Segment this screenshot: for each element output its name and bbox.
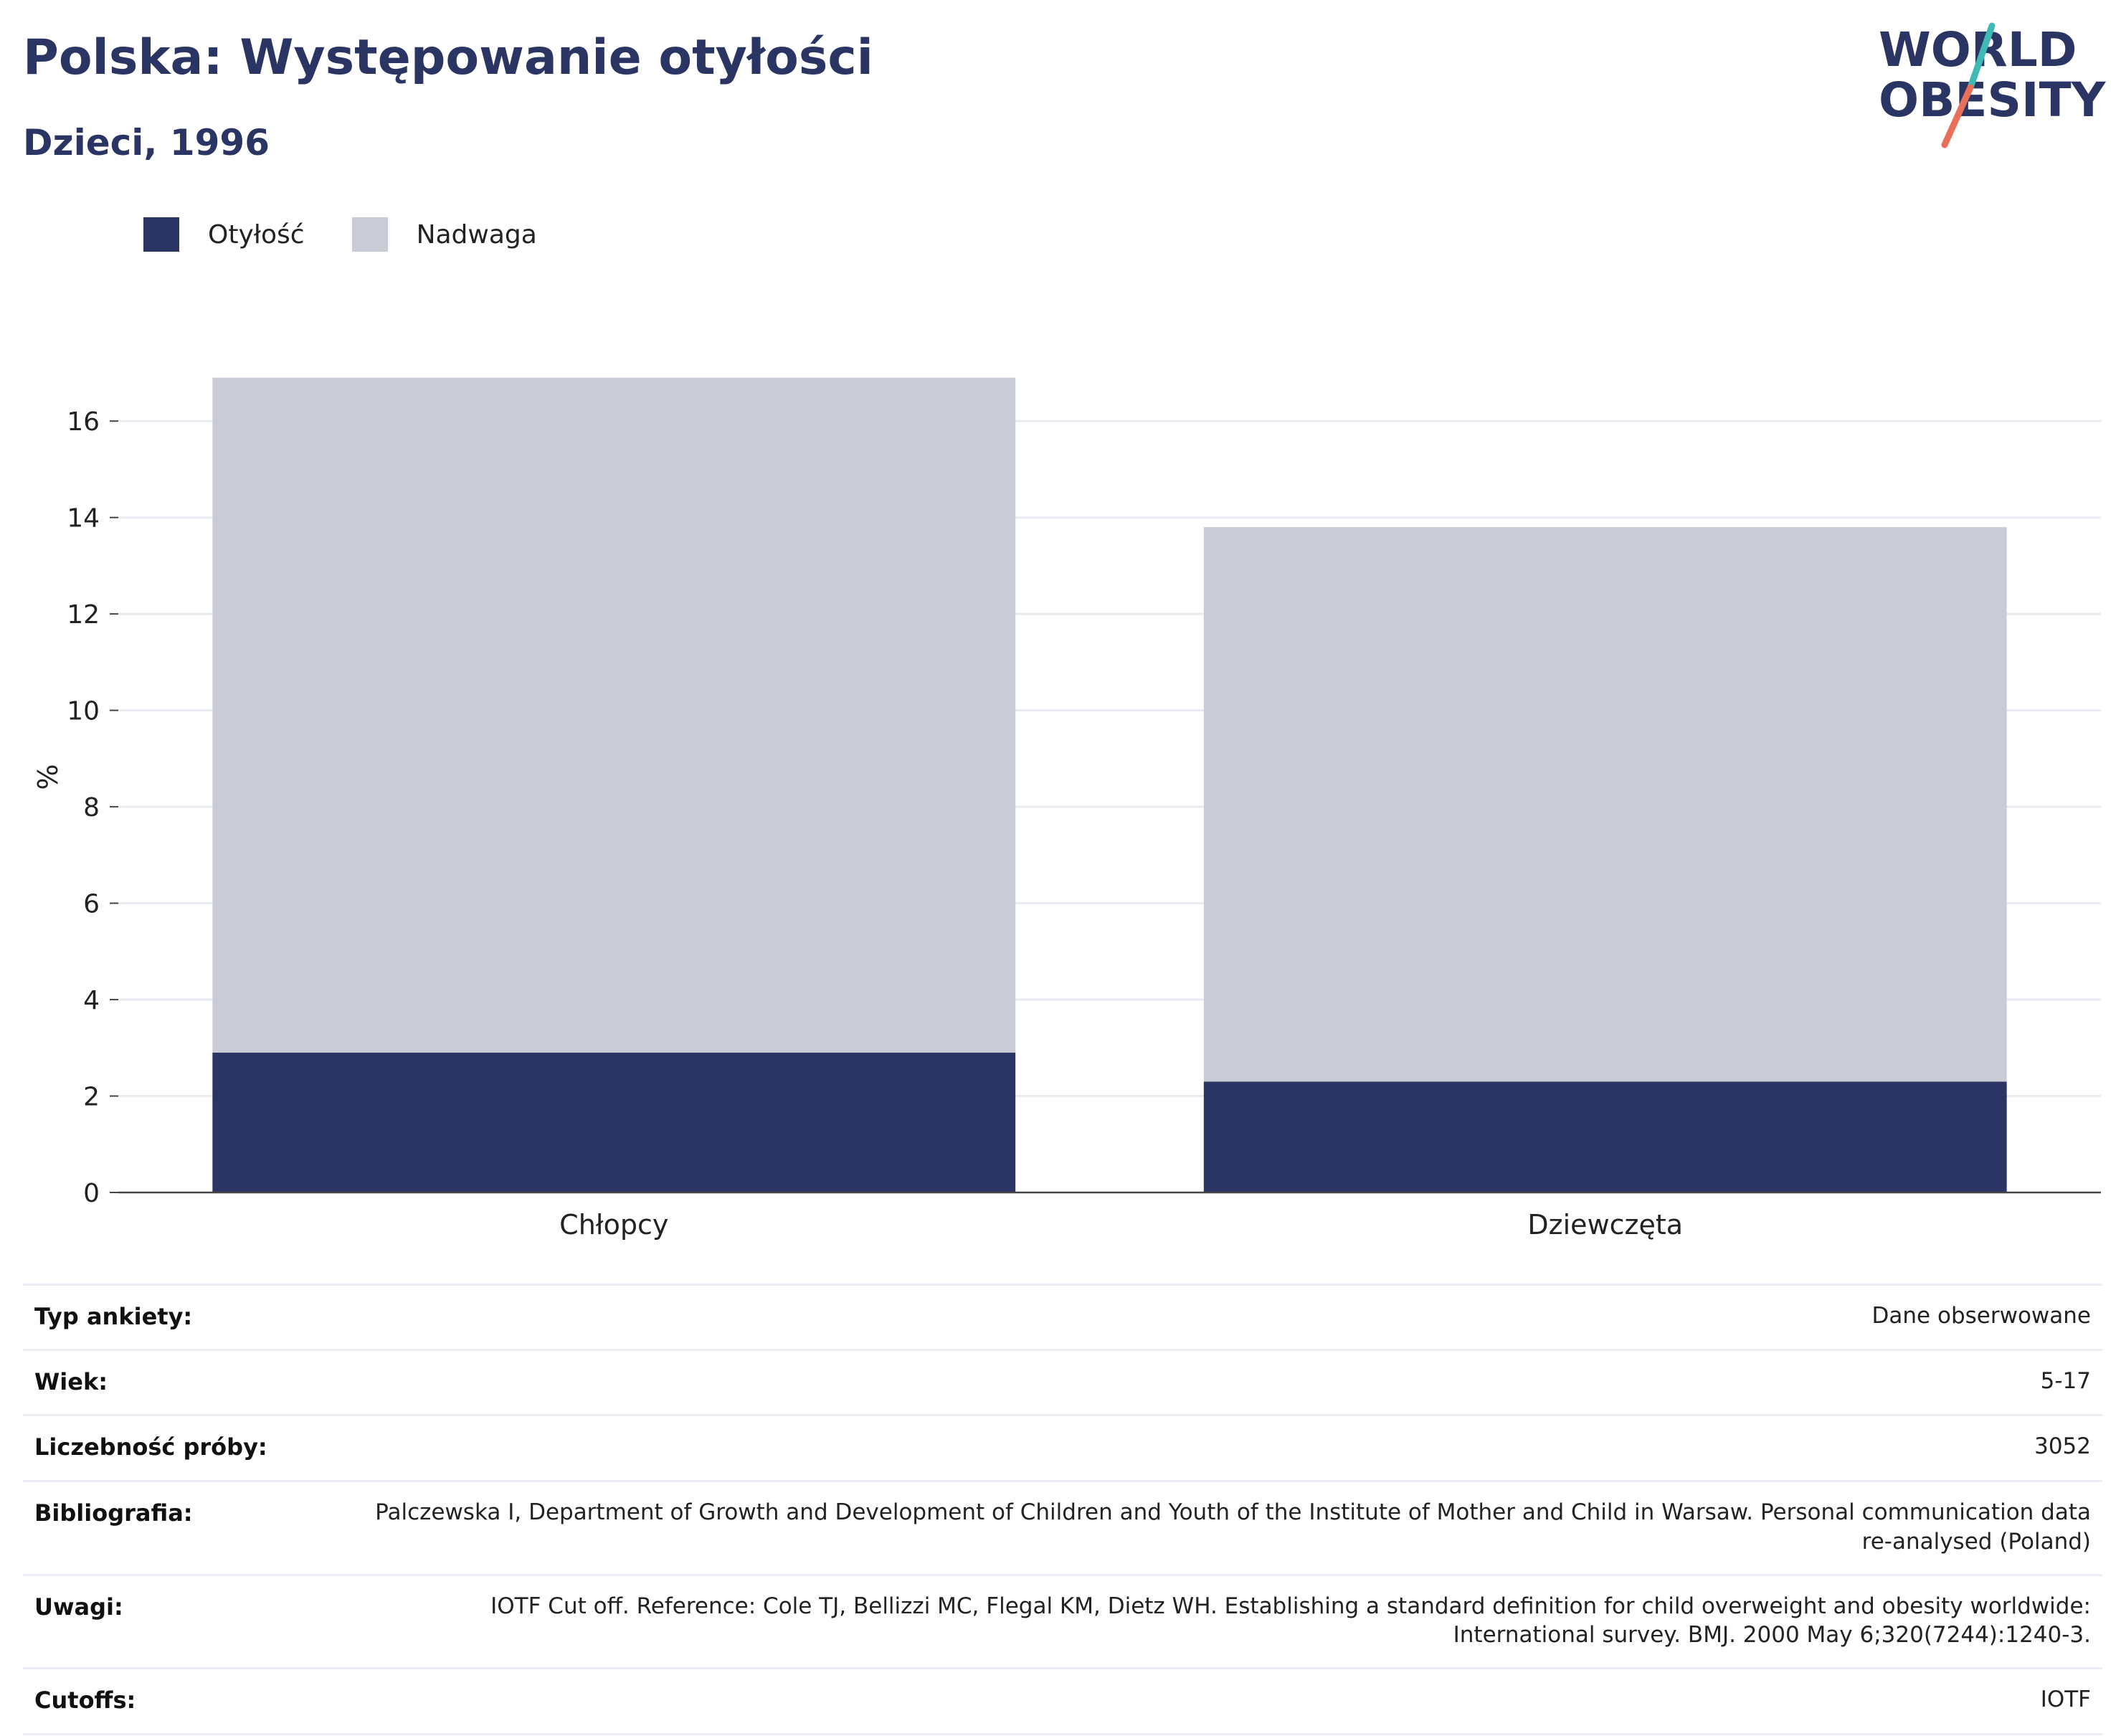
- y-tick-label: 4: [83, 986, 100, 1015]
- y-tick-label: 0: [83, 1179, 100, 1208]
- info-value: Palczewska I, Department of Growth and D…: [375, 1499, 2091, 1555]
- info-label: Wiek:: [34, 1368, 108, 1396]
- bar-nadwaga-0: [212, 377, 1016, 1053]
- info-value: 3052: [2034, 1433, 2091, 1460]
- chart-subtitle: Dzieci, 1996: [23, 122, 270, 163]
- info-table: Typ ankiety: Dane obserwowane Wiek: 5-17…: [23, 1284, 2102, 1735]
- bars: [212, 377, 2007, 1192]
- y-tick-label: 2: [83, 1083, 100, 1112]
- y-tick-label: 8: [83, 793, 100, 822]
- info-row-notes: Uwagi: IOTF Cut off. Reference: Cole TJ,…: [23, 1575, 2102, 1669]
- y-tick-label: 6: [83, 890, 100, 919]
- y-tick-label: 16: [67, 407, 100, 437]
- info-label: Liczebność próby:: [34, 1433, 267, 1461]
- info-value: 5-17: [2040, 1368, 2091, 1395]
- bar-otylosc-0: [212, 1053, 1016, 1192]
- x-category-label: Dziewczęta: [1527, 1209, 1683, 1241]
- chart-title: Polska: Występowanie otyłości: [23, 29, 873, 86]
- y-tick-label: 12: [67, 600, 100, 630]
- logo-slash-bottom: [1941, 84, 1974, 148]
- y-tick-label: 14: [67, 504, 100, 533]
- info-row-survey-type: Typ ankiety: Dane obserwowane: [23, 1284, 2102, 1350]
- world-obesity-logo: WORLD OBESITY: [1879, 22, 2107, 148]
- legend-swatch-nadwaga: [351, 217, 388, 252]
- info-value: IOTF: [2040, 1687, 2091, 1713]
- legend-item-nadwaga: Nadwaga: [351, 217, 537, 252]
- info-row-age: Wiek: 5-17: [23, 1350, 2102, 1415]
- info-row-bibliography: Bibliografia: Palczewska I, Department o…: [23, 1481, 2102, 1575]
- stacked-bar-chart: 0 2 4 6 8 10 12 14 16 Chłopcy Dziewczęta%: [32, 377, 2101, 1241]
- bar-otylosc-1: [1203, 1081, 2007, 1192]
- y-tick-label: 10: [67, 697, 100, 726]
- legend-label-nadwaga: Nadwaga: [416, 219, 537, 250]
- info-label: Typ ankiety:: [34, 1303, 193, 1330]
- legend-label-otylosc: Otyłość: [208, 219, 305, 250]
- chart-legend: Otyłość Nadwaga: [143, 217, 584, 252]
- logo-slash-top: [1967, 22, 1996, 91]
- info-label: Cutoffs:: [34, 1687, 136, 1714]
- legend-swatch-otylosc: [143, 217, 179, 252]
- info-value: Dane obserwowane: [1871, 1303, 2091, 1329]
- info-row-sample-size: Liczebność próby: 3052: [23, 1415, 2102, 1481]
- info-row-cutoffs: Cutoffs: IOTF: [23, 1668, 2102, 1735]
- y-axis-title: %: [32, 764, 64, 789]
- x-category-label: Chłopcy: [559, 1209, 668, 1241]
- info-label: Bibliografia:: [34, 1499, 193, 1527]
- legend-item-otylosc: Otyłość: [143, 217, 305, 252]
- info-value: IOTF Cut off. Reference: Cole TJ, Belliz…: [490, 1593, 2091, 1649]
- axes: 0 2 4 6 8 10 12 14 16 Chłopcy Dziewczęta%: [32, 407, 2101, 1241]
- info-label: Uwagi:: [34, 1593, 123, 1621]
- bar-nadwaga-1: [1203, 527, 2007, 1082]
- logo-line-2: OBESITY: [1879, 72, 2107, 128]
